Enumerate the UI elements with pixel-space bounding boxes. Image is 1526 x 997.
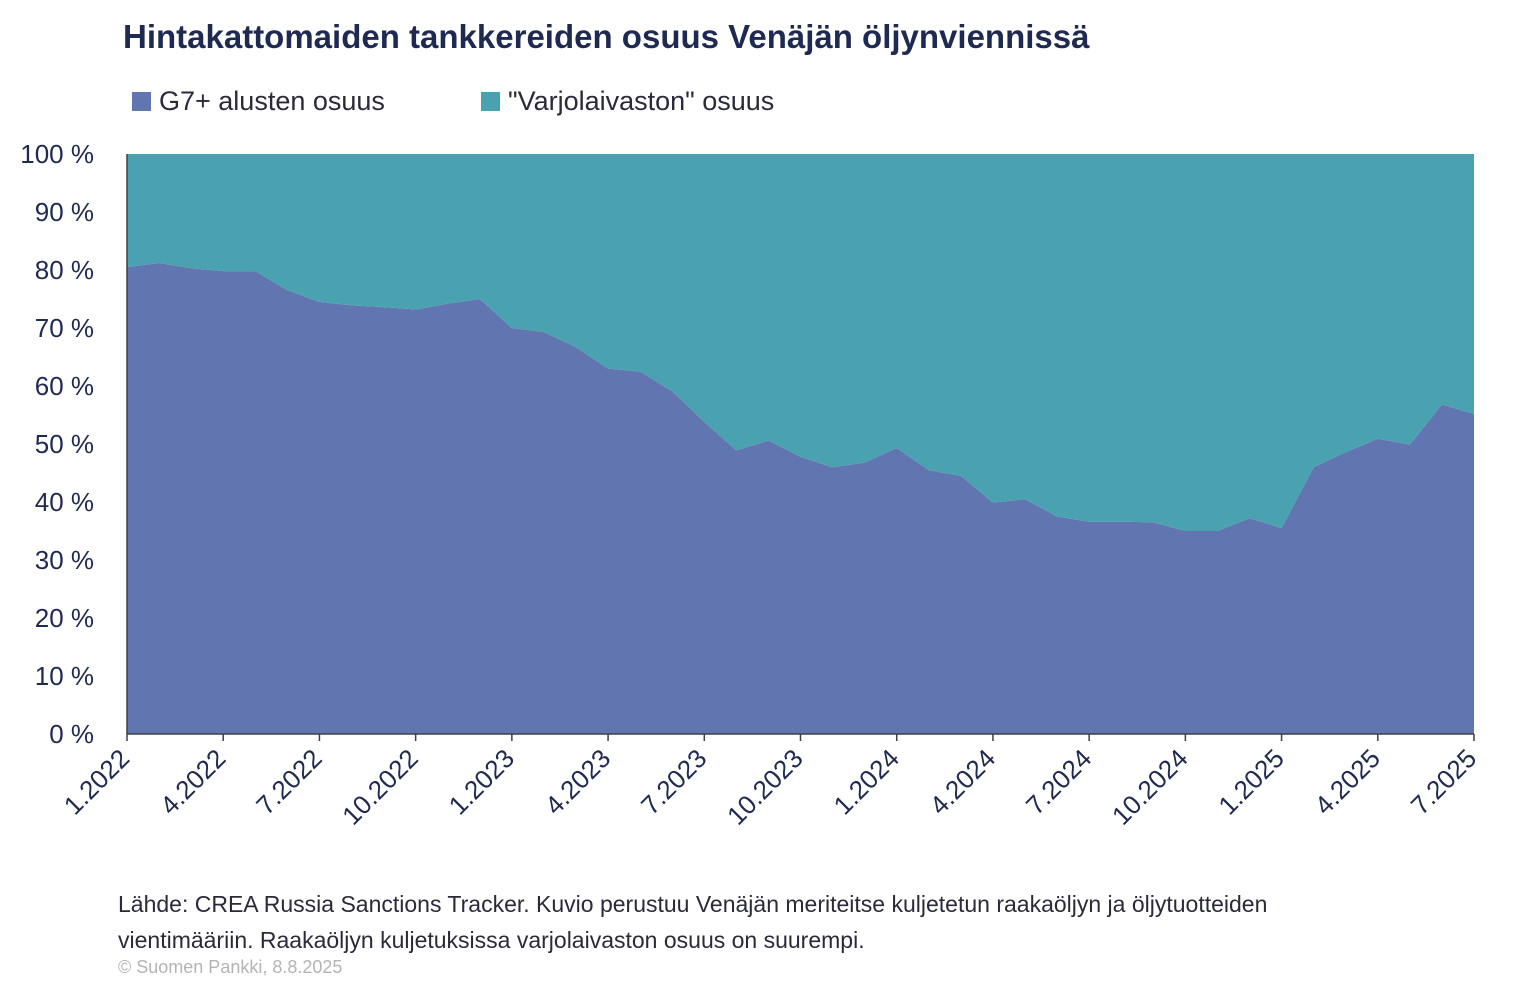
chart-title: Hintakattomaiden tankkereiden osuus Venä… bbox=[123, 18, 1090, 55]
y-tick-label: 10 % bbox=[35, 661, 94, 691]
y-tick-label: 0 % bbox=[49, 719, 94, 749]
x-tick-label: 10.2024 bbox=[1106, 743, 1194, 831]
x-tick-label: 10.2023 bbox=[721, 743, 809, 831]
y-tick-label: 40 % bbox=[35, 487, 94, 517]
x-tick-label: 7.2025 bbox=[1405, 743, 1482, 820]
source-line-2: vientimääriin. Raakaöljyn kuljetuksissa … bbox=[118, 927, 865, 953]
x-tick-label: 4.2024 bbox=[924, 743, 1001, 820]
x-tick-label: 4.2025 bbox=[1309, 743, 1386, 820]
x-tick-label: 10.2022 bbox=[336, 743, 424, 831]
y-tick-label: 50 % bbox=[35, 429, 94, 459]
y-tick-label: 90 % bbox=[35, 197, 94, 227]
legend-label-shadow-fleet: "Varjolaivaston" osuus bbox=[508, 86, 775, 116]
x-tick-label: 7.2023 bbox=[635, 743, 712, 820]
series-area-shadow-fleet bbox=[127, 154, 1474, 531]
legend-swatch-g7 bbox=[132, 92, 151, 111]
x-tick-label: 1.2022 bbox=[58, 743, 135, 820]
x-tick-label: 7.2022 bbox=[250, 743, 327, 820]
y-tick-label: 100 % bbox=[20, 139, 94, 169]
y-tick-label: 30 % bbox=[35, 545, 94, 575]
x-tick-label: 4.2023 bbox=[539, 743, 616, 820]
x-tick-label: 7.2024 bbox=[1020, 743, 1097, 820]
y-tick-label: 80 % bbox=[35, 255, 94, 285]
y-tick-label: 60 % bbox=[35, 371, 94, 401]
source-note: Lähde: CREA Russia Sanctions Tracker. Ku… bbox=[118, 886, 1498, 958]
x-tick-label: 4.2022 bbox=[154, 743, 231, 820]
copyright: © Suomen Pankki, 8.8.2025 bbox=[118, 957, 343, 977]
legend-label-g7: G7+ alusten osuus bbox=[159, 86, 385, 116]
x-tick-label: 1.2025 bbox=[1212, 743, 1289, 820]
x-tick-label: 1.2024 bbox=[828, 743, 905, 820]
y-tick-label: 70 % bbox=[35, 313, 94, 343]
y-tick-label: 20 % bbox=[35, 603, 94, 633]
legend-item-g7: G7+ alusten osuus bbox=[132, 86, 385, 117]
series-area-g7 bbox=[127, 263, 1474, 734]
legend-swatch-shadow-fleet bbox=[481, 92, 500, 111]
source-line-1: Lähde: CREA Russia Sanctions Tracker. Ku… bbox=[118, 891, 1268, 917]
legend-item-shadow-fleet: "Varjolaivaston" osuus bbox=[481, 86, 774, 117]
x-tick-label: 1.2023 bbox=[443, 743, 520, 820]
